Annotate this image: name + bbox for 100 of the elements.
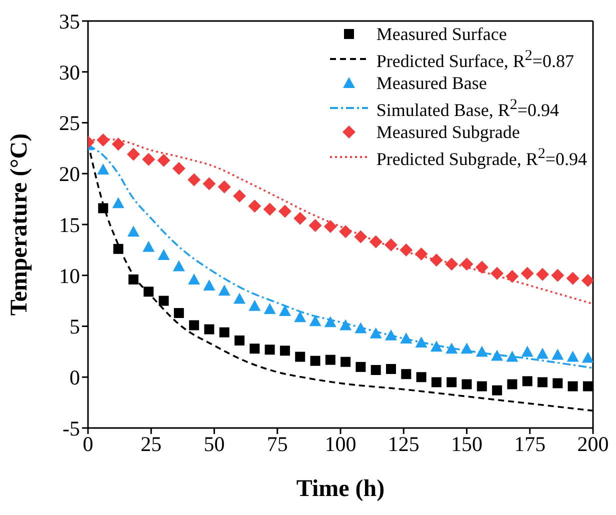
point bbox=[233, 190, 246, 203]
point bbox=[491, 350, 504, 361]
point bbox=[370, 365, 381, 376]
point bbox=[278, 204, 292, 218]
point bbox=[462, 379, 472, 390]
point bbox=[551, 268, 564, 282]
point bbox=[568, 381, 578, 392]
point bbox=[112, 197, 124, 208]
point bbox=[522, 376, 532, 386]
y-tick-label: 35 bbox=[59, 9, 80, 34]
point bbox=[339, 225, 352, 238]
point bbox=[490, 266, 504, 280]
y-tick-label: 15 bbox=[59, 212, 80, 237]
point bbox=[113, 244, 124, 254]
x-tick-label: 75 bbox=[266, 432, 288, 456]
x-axis-title: Time (h) bbox=[296, 476, 385, 502]
x-tick-label: 200 bbox=[577, 432, 609, 456]
point bbox=[340, 319, 352, 330]
point bbox=[492, 385, 502, 396]
point bbox=[203, 280, 216, 291]
point bbox=[158, 296, 169, 306]
y-tick-label: 5 bbox=[70, 314, 80, 339]
point bbox=[386, 364, 396, 374]
point bbox=[97, 164, 110, 175]
point bbox=[446, 377, 457, 388]
point bbox=[400, 332, 412, 344]
point bbox=[202, 177, 216, 190]
point bbox=[446, 342, 458, 354]
point bbox=[294, 212, 307, 225]
point bbox=[581, 274, 593, 287]
point bbox=[416, 372, 426, 382]
point bbox=[582, 381, 593, 392]
point bbox=[324, 220, 337, 234]
point bbox=[248, 300, 261, 311]
y-tick-label: -5 bbox=[62, 416, 80, 440]
point bbox=[142, 240, 155, 252]
point bbox=[566, 272, 580, 285]
point bbox=[96, 134, 110, 147]
legend-label: Measured Subgrade bbox=[376, 121, 520, 143]
point bbox=[309, 315, 322, 326]
point bbox=[250, 344, 260, 354]
point bbox=[188, 173, 201, 186]
point bbox=[566, 350, 579, 362]
point bbox=[538, 377, 548, 388]
point bbox=[264, 344, 275, 355]
x-tick-label: 125 bbox=[388, 432, 420, 456]
legend-label: Predicted Surface, R$^{2}$=0.87 bbox=[376, 47, 574, 72]
point bbox=[234, 292, 246, 304]
x-tick-label: 25 bbox=[140, 432, 162, 456]
point bbox=[475, 260, 488, 274]
point bbox=[158, 249, 170, 260]
point bbox=[370, 327, 382, 338]
x-tick-label: 50 bbox=[204, 432, 225, 456]
point bbox=[552, 348, 564, 360]
point bbox=[127, 226, 140, 237]
point bbox=[445, 258, 458, 271]
x-tick-label: 150 bbox=[451, 432, 482, 456]
point bbox=[189, 320, 200, 330]
point bbox=[400, 243, 413, 256]
point bbox=[204, 324, 214, 334]
y-tick-label: 0 bbox=[70, 366, 80, 390]
legend-label: Predicted Subgrade, R$^{2}$=0.94 bbox=[376, 145, 587, 170]
point bbox=[460, 258, 474, 271]
point bbox=[340, 356, 351, 367]
point bbox=[521, 346, 534, 357]
y-tick-label: 25 bbox=[59, 111, 80, 136]
point bbox=[142, 152, 156, 166]
point bbox=[536, 268, 549, 281]
point bbox=[325, 354, 336, 365]
point bbox=[172, 162, 186, 176]
point bbox=[172, 260, 185, 272]
x-tick-label: 175 bbox=[514, 432, 546, 456]
point bbox=[430, 254, 443, 267]
point bbox=[294, 311, 306, 322]
point bbox=[506, 270, 519, 283]
legend-label: Measured Base bbox=[376, 72, 487, 94]
y-tick-label: 20 bbox=[59, 162, 80, 186]
x-tick-label: 100 bbox=[324, 432, 356, 456]
point bbox=[126, 148, 140, 161]
point bbox=[280, 346, 290, 356]
point bbox=[308, 219, 322, 232]
point bbox=[384, 238, 398, 252]
point bbox=[219, 327, 230, 338]
point bbox=[128, 274, 138, 284]
point bbox=[415, 336, 428, 348]
point bbox=[112, 138, 125, 151]
point bbox=[430, 340, 442, 352]
point bbox=[144, 286, 154, 297]
point bbox=[507, 379, 518, 390]
point bbox=[476, 346, 488, 357]
point bbox=[295, 352, 306, 362]
point bbox=[476, 381, 487, 392]
point bbox=[414, 248, 428, 261]
point bbox=[385, 329, 397, 340]
y-tick-label: 10 bbox=[59, 264, 80, 288]
point bbox=[431, 377, 442, 388]
legend-label: Simulated Base, R$^{2}$=0.94 bbox=[376, 96, 560, 121]
point bbox=[310, 356, 320, 366]
point bbox=[248, 200, 262, 213]
point bbox=[188, 273, 200, 284]
